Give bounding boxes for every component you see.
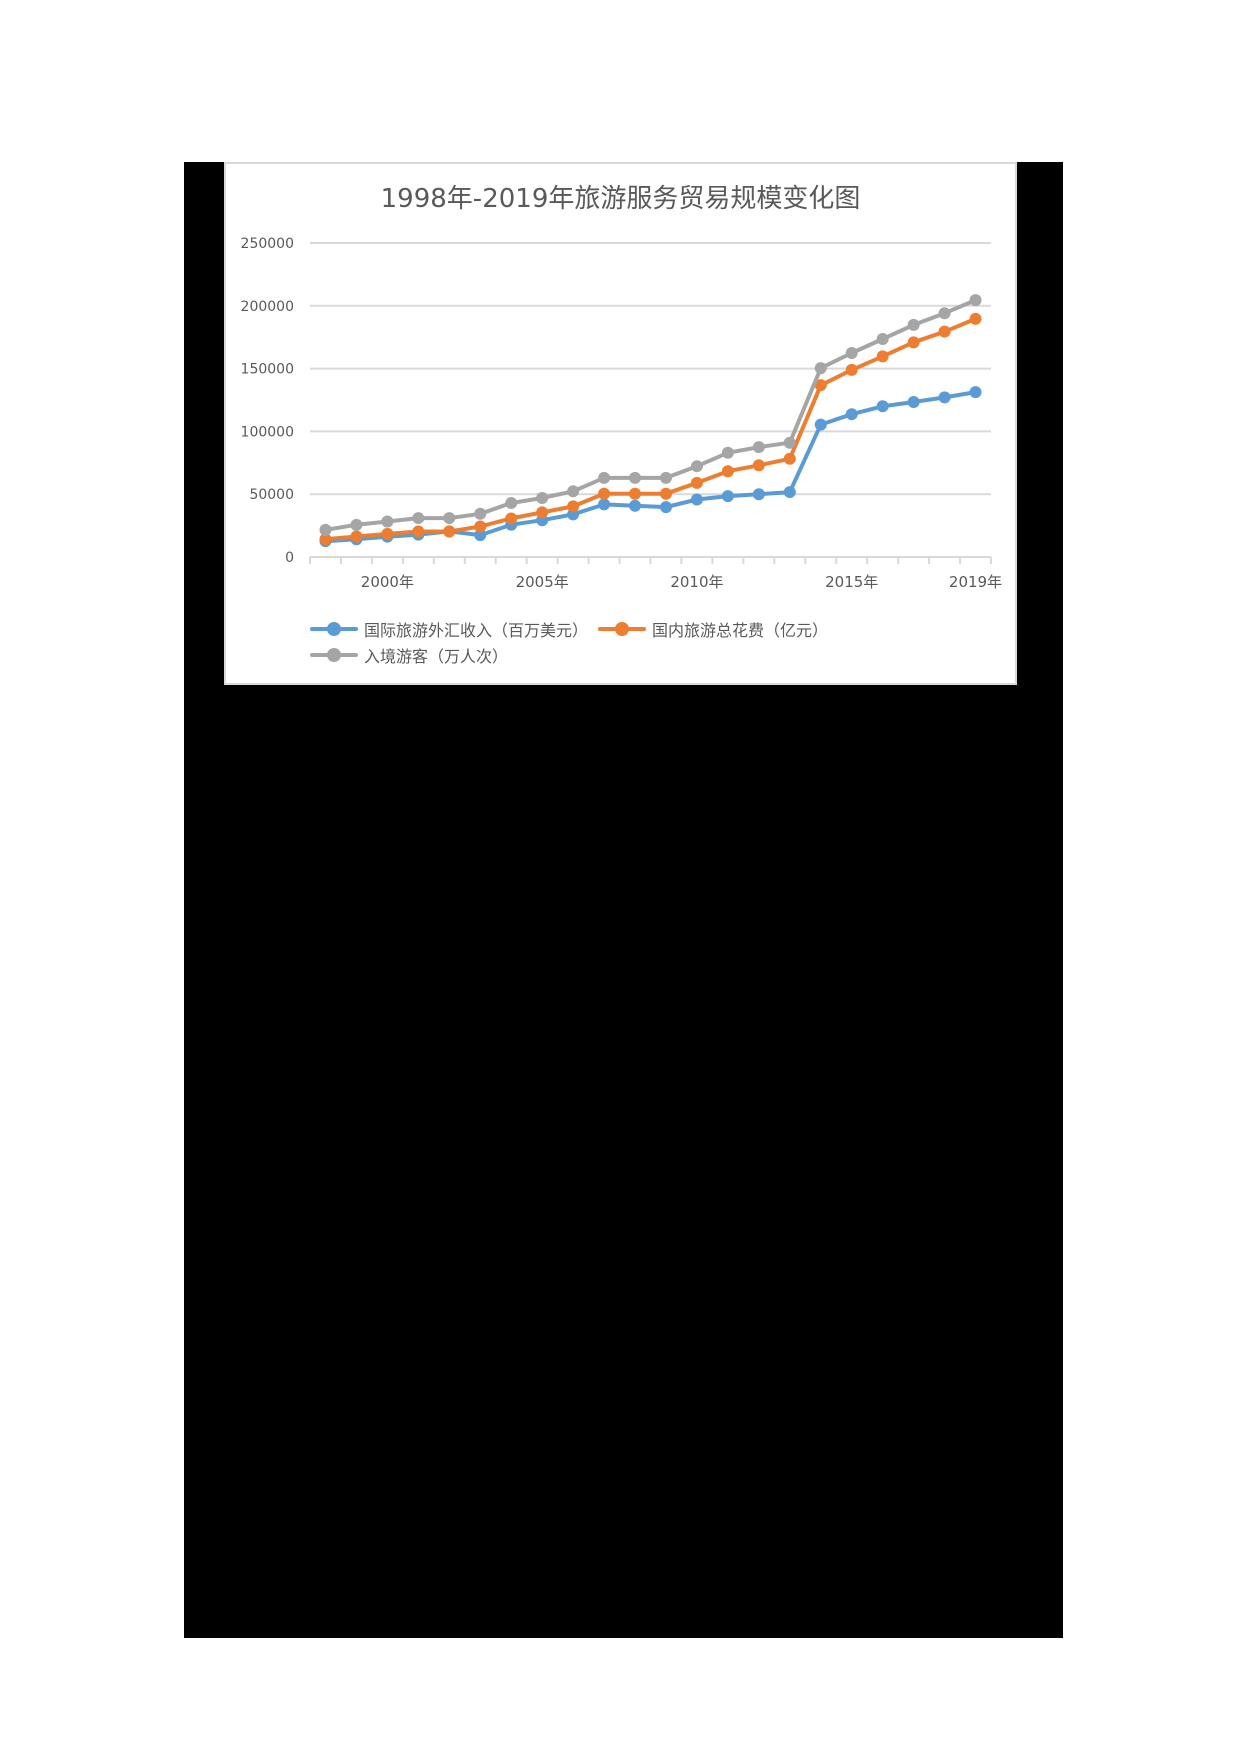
data-point (845, 363, 858, 376)
data-point (505, 512, 518, 525)
y-tick-label: 250000 (241, 236, 294, 252)
x-tick-label: 2019年 (949, 573, 1002, 591)
data-point (783, 452, 796, 465)
legend-item: 国内旅游总花费（亿元） (598, 616, 828, 642)
chart-legend: 国际旅游外汇收入（百万美元） 国内旅游总花费（亿元） 入境游客（万人次） (310, 616, 930, 668)
y-tick-label: 200000 (241, 299, 294, 315)
data-point (474, 507, 487, 520)
data-point (721, 465, 734, 478)
y-tick-label: 0 (285, 550, 294, 566)
series-line (325, 317, 977, 542)
data-point (659, 487, 672, 500)
data-point (381, 527, 394, 540)
legend-line-marker-icon (598, 622, 647, 636)
data-point (783, 436, 796, 449)
data-point (907, 396, 920, 409)
data-point (536, 506, 549, 519)
data-point (814, 418, 827, 431)
data-point (505, 496, 518, 509)
legend-label: 国际旅游外汇收入（百万美元） (364, 621, 589, 640)
line-chart-plot: 0 50000 100000 150000 200000 250000 2000年 2005年… (241, 236, 1003, 591)
data-point (876, 332, 889, 345)
data-point (567, 485, 580, 498)
data-point (876, 350, 889, 363)
data-point (690, 460, 703, 473)
data-point (536, 491, 549, 504)
data-point (938, 307, 951, 320)
data-point (319, 523, 332, 536)
series-line (325, 298, 977, 532)
data-point (907, 318, 920, 331)
data-point (721, 446, 734, 459)
data-point (443, 525, 456, 538)
data-point (752, 459, 765, 472)
x-tick-label: 2010年 (670, 573, 723, 591)
data-point (412, 512, 425, 525)
x-tick-label: 2015年 (825, 573, 878, 591)
legend-label: 国内旅游总花费（亿元） (652, 621, 829, 640)
x-tick-label: 2000年 (361, 573, 414, 591)
data-point (474, 520, 487, 533)
data-point (783, 486, 796, 499)
data-point (629, 471, 642, 484)
data-point (969, 294, 982, 307)
legend-line-marker-icon (310, 622, 358, 636)
data-point (814, 362, 827, 375)
data-point (350, 518, 363, 531)
data-point (567, 500, 580, 513)
data-point (629, 499, 642, 512)
chart-frame: 1998年-2019年旅游服务贸易规模变化图 0 50000 100000 15000… (224, 162, 1017, 685)
data-point (938, 325, 951, 338)
data-point (814, 379, 827, 392)
data-point (474, 529, 487, 542)
y-tick-label: 50000 (249, 487, 294, 503)
x-tick-label: 2005年 (516, 573, 569, 591)
legend-item: 入境游客（万人次） (310, 642, 508, 668)
data-point (969, 386, 982, 399)
data-point (319, 533, 332, 546)
data-point (752, 441, 765, 454)
legend-item: 国际旅游外汇收入（百万美元） (310, 616, 588, 642)
data-point (969, 312, 982, 325)
series-2 (319, 294, 982, 536)
data-point (598, 498, 611, 511)
data-point (907, 336, 920, 349)
data-point (938, 391, 951, 404)
data-point (412, 525, 425, 538)
data-point (690, 476, 703, 489)
data-point (659, 471, 672, 484)
data-point (598, 471, 611, 484)
legend-label: 入境游客（万人次） (364, 647, 509, 666)
data-point (845, 347, 858, 360)
y-tick-label: 100000 (241, 424, 294, 440)
data-point (629, 487, 642, 500)
chart-title: 1998年-2019年旅游服务贸易规模变化图 (380, 184, 861, 214)
data-point (690, 493, 703, 506)
data-point (752, 488, 765, 501)
data-point (845, 408, 858, 421)
legend-line-marker-icon (310, 648, 358, 662)
data-point (659, 501, 672, 514)
data-point (598, 487, 611, 500)
series-1 (319, 312, 982, 546)
data-point (443, 512, 456, 525)
data-point (381, 515, 394, 528)
data-point (876, 400, 889, 413)
data-point (721, 490, 734, 503)
data-point (350, 530, 363, 543)
y-tick-label: 150000 (241, 362, 294, 378)
